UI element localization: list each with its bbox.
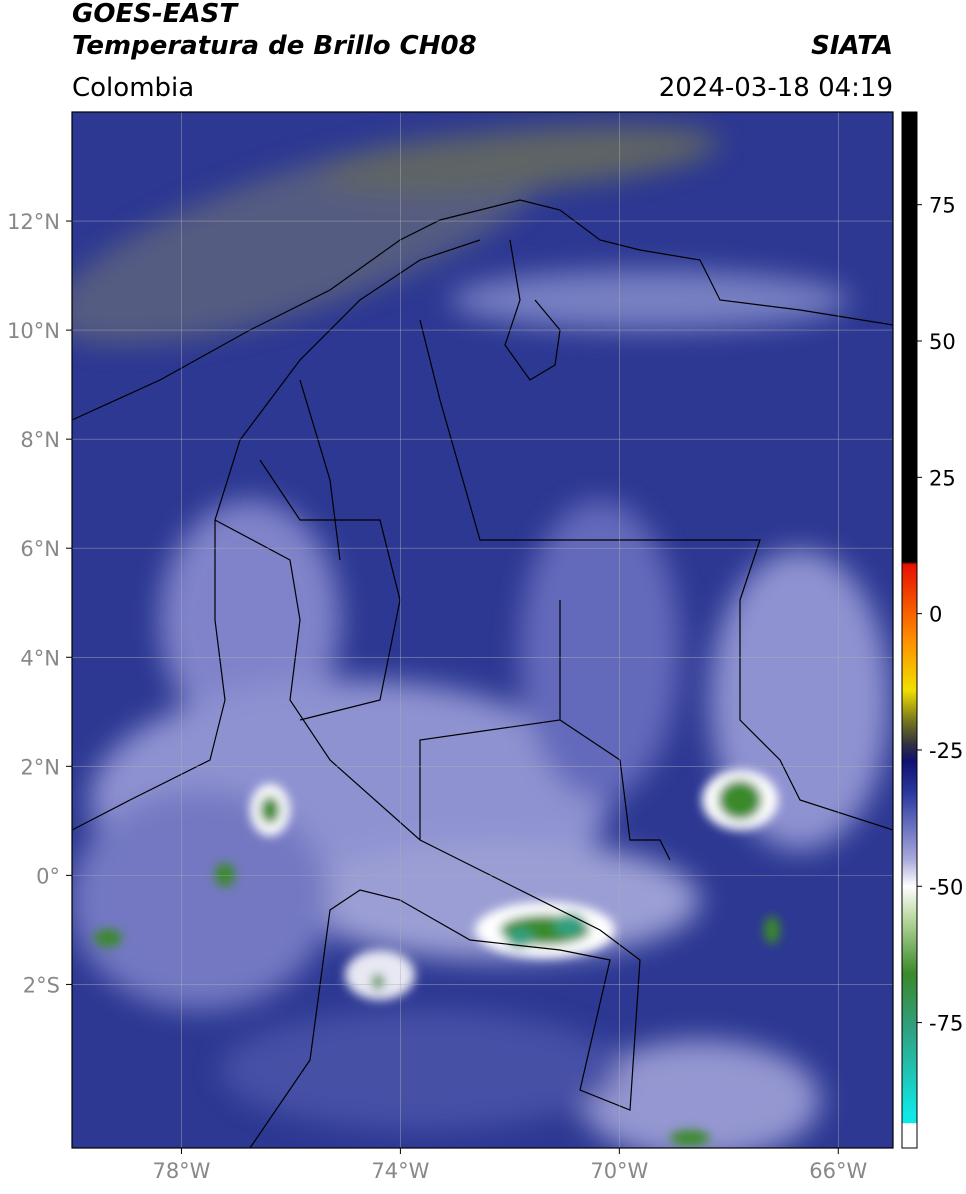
colorbar-tick-label: -50 — [929, 875, 963, 899]
datetime: 2024-03-18 04:19 — [659, 73, 893, 103]
y-tick-label: 0° — [36, 864, 60, 888]
y-tick-label: 12°N — [7, 210, 60, 234]
colorbar-tick-label: 25 — [929, 466, 956, 490]
colorbar-tick-label: -75 — [929, 1012, 963, 1036]
x-tick-label: 70°W — [590, 1159, 648, 1183]
source: SIATA — [811, 31, 893, 61]
colorbar-tick-label: 50 — [929, 330, 956, 354]
axes: 78°W 74°W 70°W 66°W 12°N 10°N 8°N 6°N 4°N 2°N 0° 2°… — [7, 112, 893, 1183]
colorbar-tick-label: -25 — [929, 739, 963, 763]
subtitle: Temperatura de Brillo CH08 — [72, 31, 477, 61]
y-tick-label: 10°N — [7, 319, 60, 343]
x-tick-label: 74°W — [371, 1159, 429, 1183]
colorbar-tick-label: 0 — [929, 603, 942, 627]
title: GOES-EAST — [72, 0, 239, 29]
y-tick-label: 2°N — [20, 755, 60, 779]
colorbar-tick-label: 75 — [929, 194, 956, 218]
y-tick-label: 4°N — [20, 646, 60, 670]
region: Colombia — [72, 73, 194, 103]
x-tick-label: 66°W — [809, 1159, 867, 1183]
x-tick-label: 78°W — [152, 1159, 210, 1183]
y-tick-label: 2°S — [23, 973, 60, 997]
map-frame — [71, 111, 894, 1149]
y-tick-label: 8°N — [20, 428, 60, 452]
satellite-image — [72, 112, 893, 1148]
y-tick-label: 6°N — [20, 537, 60, 561]
colorbar — [901, 111, 918, 1149]
